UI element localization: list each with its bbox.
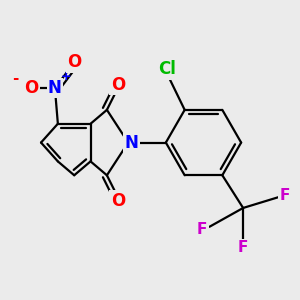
Text: -: - <box>13 71 19 86</box>
Text: N: N <box>125 134 139 152</box>
Text: F: F <box>238 240 248 255</box>
Text: F: F <box>197 222 207 237</box>
Text: N: N <box>48 79 62 97</box>
Text: F: F <box>280 188 290 202</box>
Text: Cl: Cl <box>158 60 176 78</box>
Text: O: O <box>111 191 125 209</box>
Text: O: O <box>111 76 125 94</box>
Text: O: O <box>67 53 81 71</box>
Text: O: O <box>24 79 38 97</box>
Text: +: + <box>61 70 71 83</box>
